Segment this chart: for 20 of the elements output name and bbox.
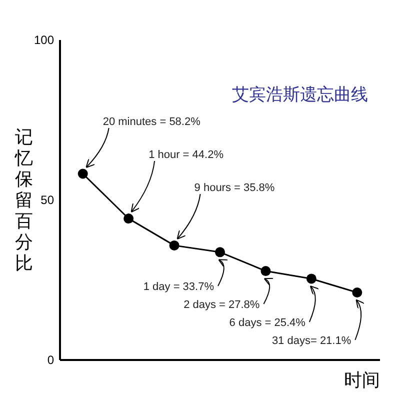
y-axis-title: 记忆保留百分比 [14, 127, 33, 273]
y-tick-label: 50 [40, 193, 54, 207]
x-axis-title: 时间 [344, 370, 380, 390]
data-label: 6 days = 25.4% [229, 317, 306, 329]
data-label: 1 hour = 44.2% [148, 149, 224, 161]
point [260, 266, 271, 276]
point [124, 214, 134, 224]
y-tick-label: 100 [34, 33, 54, 47]
data-label: 20 minutes = 58.2% [102, 116, 201, 128]
point [78, 168, 88, 179]
point [169, 240, 180, 250]
data-label: 9 hours = 35.8% [194, 182, 275, 194]
data-label: 1 day = 33.7% [143, 281, 214, 293]
y-tick-label: 0 [47, 353, 54, 367]
point [215, 247, 225, 258]
data-label: 31 days= 21.1% [272, 335, 352, 347]
text: 艾宾浩斯遗忘曲线 [232, 85, 368, 105]
point [352, 287, 362, 298]
point [306, 274, 316, 284]
data-label: 2 days = 27.8% [184, 299, 260, 311]
